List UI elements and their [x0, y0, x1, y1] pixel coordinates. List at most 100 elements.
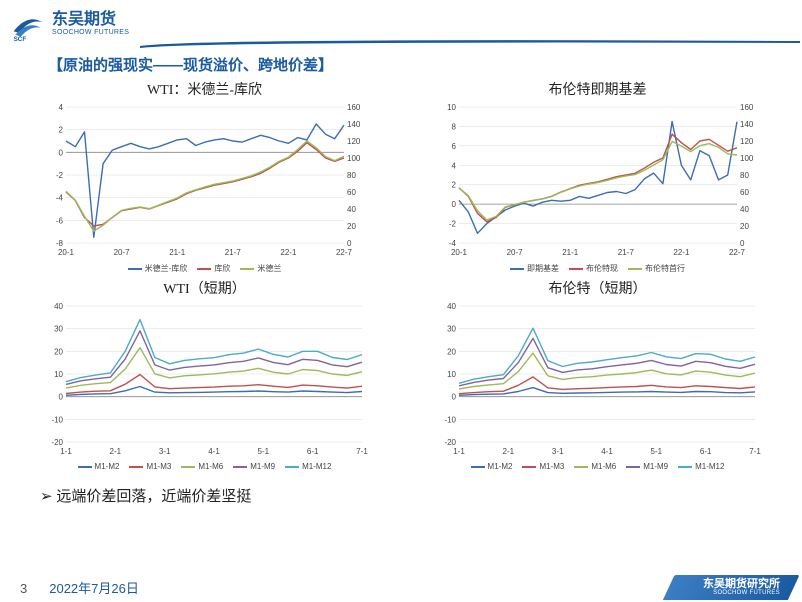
legend-item: M1-M6	[574, 462, 616, 471]
legend-item: 即期基差	[510, 263, 559, 274]
svg-text:21-1: 21-1	[169, 248, 186, 257]
chart-wti-midland-cushing: WTI：米德兰-库欣 -8-6-4-2024020406080100120140…	[28, 79, 381, 274]
legend-item: 布伦特现	[569, 263, 618, 274]
svg-text:120: 120	[347, 137, 361, 146]
charts-grid: WTI：米德兰-库欣 -8-6-4-2024020406080100120140…	[0, 79, 802, 473]
svg-text:1-1: 1-1	[60, 447, 72, 456]
chart-brent-basis: 布伦特即期基差 -4-20246810020406080100120140160…	[421, 79, 774, 274]
legend-item: 布伦特首行	[628, 263, 685, 274]
legend-swatch	[285, 466, 299, 468]
legend-label: M1-M2	[488, 462, 513, 471]
svg-text:-20: -20	[51, 438, 63, 447]
footer: 3 2022年7月26日 东吴期货研究所 SOOCHOW FUTURES	[0, 572, 802, 602]
svg-text:-2: -2	[448, 220, 456, 229]
logo-en: SOOCHOW FUTURES	[52, 29, 129, 37]
logo-cn: 东吴期货	[52, 11, 129, 29]
svg-text:21-1: 21-1	[562, 248, 579, 257]
svg-text:21-7: 21-7	[224, 248, 241, 257]
svg-text:7-1: 7-1	[749, 447, 761, 456]
svg-text:6-1: 6-1	[699, 447, 711, 456]
legend-item: 米德兰	[240, 263, 281, 274]
legend-label: M1-M3	[146, 462, 171, 471]
legend-swatch	[78, 466, 92, 468]
legend-item: M1-M12	[285, 462, 331, 471]
svg-text:22-1: 22-1	[673, 248, 690, 257]
chart-legend: M1-M2M1-M3M1-M6M1-M9M1-M12	[78, 462, 332, 471]
legend-label: M1-M3	[539, 462, 564, 471]
chart-canvas: -4-2024681002040608010012014016020-120-7…	[433, 101, 763, 261]
legend-swatch	[181, 466, 195, 468]
legend-swatch	[471, 466, 485, 468]
footer-brand: 东吴期货研究所 SOOCHOW FUTURES	[663, 575, 788, 600]
legend-item: M1-M6	[181, 462, 223, 471]
legend-swatch	[129, 466, 143, 468]
legend-label: 即期基差	[527, 263, 559, 274]
svg-text:5-1: 5-1	[257, 447, 269, 456]
footer-brand-en: SOOCHOW FUTURES	[703, 590, 780, 597]
svg-text:40: 40	[347, 205, 356, 214]
legend-label: M1-M6	[198, 462, 223, 471]
svg-text:30: 30	[447, 325, 456, 334]
chart-title: 布伦特即期基差	[549, 79, 647, 99]
svg-text:0: 0	[58, 148, 63, 157]
logo-icon: SCF	[10, 6, 46, 42]
svg-text:20: 20	[740, 222, 749, 231]
legend-swatch	[628, 268, 642, 270]
svg-text:-8: -8	[55, 239, 63, 248]
legend-label: M1-M9	[250, 462, 275, 471]
svg-text:20: 20	[447, 347, 456, 356]
svg-text:30: 30	[54, 325, 63, 334]
svg-text:160: 160	[347, 103, 361, 112]
legend-swatch	[510, 268, 524, 270]
legend-item: 米德兰-库欣	[128, 263, 188, 274]
legend-label: 米德兰	[257, 263, 281, 274]
svg-text:0: 0	[347, 239, 352, 248]
section-title: 【原油的强现实——现货溢价、跨地价差】	[0, 48, 802, 79]
svg-text:0: 0	[451, 393, 456, 402]
svg-text:20-1: 20-1	[450, 248, 467, 257]
chart-wti-short: WTI（短期） -20-100102030401-12-13-14-15-16-…	[28, 278, 381, 473]
chart-title: WTI：米德兰-库欣	[147, 79, 262, 99]
legend-item: M1-M3	[522, 462, 564, 471]
svg-text:20-7: 20-7	[113, 248, 130, 257]
svg-text:4-1: 4-1	[208, 447, 220, 456]
chart-canvas: -20-100102030401-12-13-14-15-16-17-1	[433, 300, 763, 460]
legend-swatch	[522, 466, 536, 468]
page-number: 3	[20, 581, 27, 596]
svg-text:2-1: 2-1	[109, 447, 121, 456]
svg-text:120: 120	[740, 137, 754, 146]
svg-text:6: 6	[451, 142, 456, 151]
svg-text:22-1: 22-1	[280, 248, 297, 257]
svg-text:80: 80	[347, 171, 356, 180]
legend-swatch	[128, 268, 142, 270]
svg-text:8: 8	[451, 122, 456, 131]
svg-text:100: 100	[347, 154, 361, 163]
svg-text:22-7: 22-7	[335, 248, 352, 257]
svg-text:-4: -4	[55, 194, 63, 203]
footer-brand-cn: 东吴期货研究所	[703, 578, 780, 590]
svg-text:4: 4	[451, 161, 456, 170]
chart-brent-short: 布伦特（短期） -20-100102030401-12-13-14-15-16-…	[421, 278, 774, 473]
svg-text:1-1: 1-1	[453, 447, 465, 456]
svg-text:4-1: 4-1	[601, 447, 613, 456]
legend-label: 布伦特现	[586, 263, 618, 274]
svg-text:160: 160	[740, 103, 754, 112]
svg-text:22-7: 22-7	[728, 248, 745, 257]
legend-item: 库欣	[197, 263, 230, 274]
chart-canvas: -20-100102030401-12-13-14-15-16-17-1	[40, 300, 370, 460]
legend-swatch	[240, 268, 254, 270]
svg-text:7-1: 7-1	[356, 447, 368, 456]
svg-text:2: 2	[58, 126, 63, 135]
legend-label: M1-M12	[302, 462, 331, 471]
svg-text:21-7: 21-7	[617, 248, 634, 257]
legend-swatch	[569, 268, 583, 270]
svg-text:0: 0	[740, 239, 745, 248]
svg-text:5-1: 5-1	[650, 447, 662, 456]
svg-text:-4: -4	[448, 239, 456, 248]
chart-title: WTI（短期）	[163, 278, 245, 298]
header-divider	[140, 38, 800, 48]
svg-text:0: 0	[451, 200, 456, 209]
legend-swatch	[678, 466, 692, 468]
svg-text:60: 60	[740, 188, 749, 197]
svg-text:-2: -2	[55, 171, 63, 180]
